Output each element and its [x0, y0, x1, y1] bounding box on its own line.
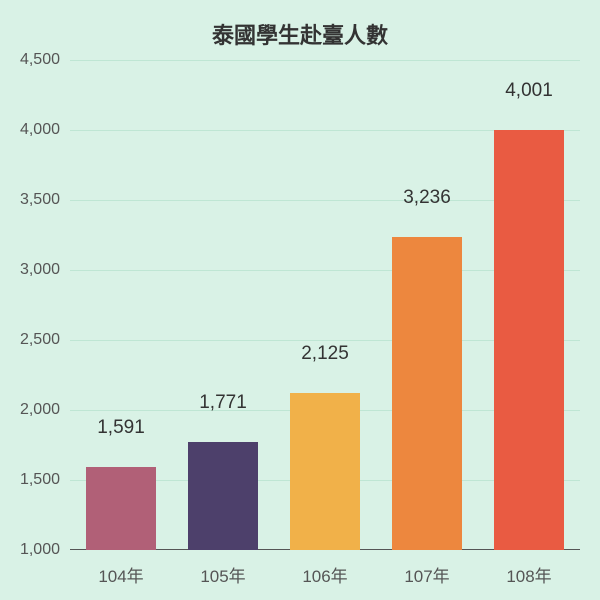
x-tick-label: 107年 [376, 562, 478, 587]
bar [494, 130, 563, 550]
bar-value-label: 4,001 [478, 80, 580, 102]
y-tick-label: 3,500 [0, 191, 60, 209]
bar [188, 442, 257, 550]
bar-value-label: 1,771 [172, 392, 274, 414]
bar [290, 393, 359, 551]
y-tick-label: 4,500 [0, 51, 60, 69]
x-tick-label: 108年 [478, 562, 580, 587]
y-tick-label: 3,000 [0, 261, 60, 279]
x-tick-label: 105年 [172, 562, 274, 587]
x-tick-label: 106年 [274, 562, 376, 587]
y-tick-label: 4,000 [0, 121, 60, 139]
bar-value-label: 1,591 [70, 417, 172, 439]
plot-area: 1,0001,5002,0002,5003,0003,5004,0004,500… [70, 60, 580, 550]
bar-value-label: 3,236 [376, 187, 478, 209]
bar [392, 237, 461, 550]
bar [86, 467, 155, 550]
gridline [70, 60, 580, 61]
y-tick-label: 1,000 [0, 541, 60, 559]
chart-title: 泰國學生赴臺人數 [0, 18, 600, 50]
bar-chart: 泰國學生赴臺人數 1,0001,5002,0002,5003,0003,5004… [0, 0, 600, 600]
y-tick-label: 2,500 [0, 331, 60, 349]
x-tick-label: 104年 [70, 562, 172, 587]
bar-value-label: 2,125 [274, 343, 376, 365]
y-tick-label: 2,000 [0, 401, 60, 419]
y-tick-label: 1,500 [0, 471, 60, 489]
